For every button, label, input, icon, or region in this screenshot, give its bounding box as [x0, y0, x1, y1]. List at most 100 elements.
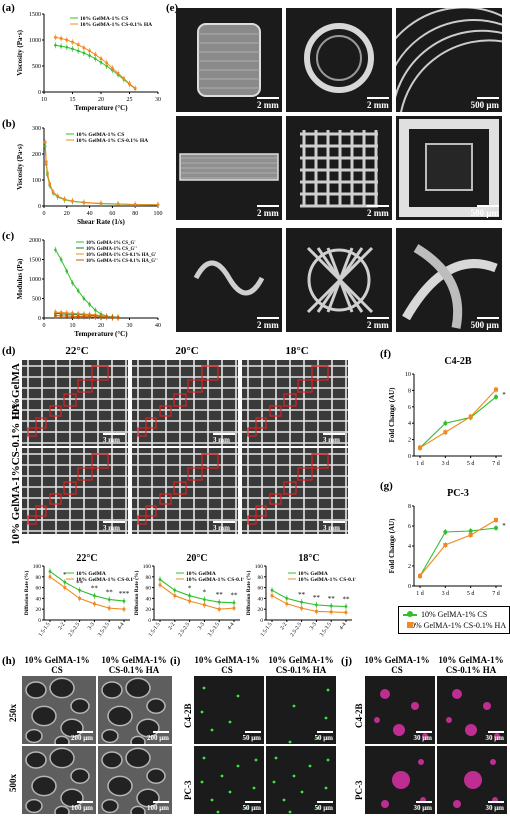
data-point [54, 248, 57, 252]
cell-spheroid [464, 771, 482, 789]
scale-bar-line [77, 731, 93, 733]
data-point [468, 533, 473, 537]
scale-bar-label: 500 μm [470, 320, 499, 330]
series-line [44, 142, 159, 206]
data-point [156, 203, 160, 206]
sem-pore [25, 681, 47, 699]
scale-bar-line [257, 97, 279, 99]
panel-label-e: (e) [166, 2, 179, 14]
cell-spheroid [422, 733, 428, 739]
data-point [88, 49, 91, 53]
series-line [271, 589, 347, 608]
live-cell [326, 758, 330, 762]
y-tick-label: 1000 [29, 38, 41, 44]
j-col-title-cs: 10% GelMA-1% CS [364, 655, 430, 675]
y-tick-label: 100 [255, 564, 264, 570]
data-point [78, 588, 81, 592]
data-point [99, 57, 103, 61]
scale-bar: 50 μm [242, 731, 261, 742]
sem-pore [125, 677, 151, 699]
data-point [94, 315, 97, 319]
data-point [99, 202, 103, 205]
x-tick-label: 2.5-2.5 [177, 622, 191, 638]
micrograph-illustration [304, 23, 374, 93]
y-axis-label: Fold Change (AU) [388, 387, 396, 443]
y-tick-label: 300 [32, 126, 41, 132]
x-tick-label: 25 [127, 97, 133, 103]
x-tick-label: 4-4 [227, 622, 236, 632]
diffusion-box [255, 417, 267, 429]
scale-bar: 30 μm [413, 801, 432, 812]
data-point [46, 171, 49, 175]
chart-title: 22°C [76, 553, 97, 564]
data-point [71, 40, 74, 44]
data-point [105, 61, 108, 65]
scale-bar-line [257, 205, 279, 207]
panel-label-j: (j) [341, 655, 352, 667]
data-point [158, 578, 162, 581]
grid-illustration [22, 448, 128, 534]
data-point [71, 199, 74, 203]
chart-title: C4-2B [444, 356, 472, 367]
scale-bar-label: 50 μm [242, 734, 261, 742]
data-point [188, 599, 191, 603]
scale-bar: 50 μm [314, 801, 333, 812]
x-tick-label: 40 [155, 323, 161, 329]
scale-bar-line [416, 801, 432, 803]
live-cell [272, 780, 276, 784]
panel-label-g: (g) [380, 480, 393, 492]
y-tick-label: 0 [408, 584, 411, 590]
scale-bar-label: 50 μm [242, 804, 261, 812]
x-tick-label: 1 d [416, 461, 424, 467]
data-point [65, 311, 69, 315]
micrograph-knot: 2 mm [176, 228, 282, 332]
y-tick-label: 80 [146, 575, 152, 581]
data-point [54, 314, 57, 317]
scale-bar-line [477, 205, 499, 207]
micrograph-illustration [399, 119, 499, 217]
data-point [188, 594, 191, 598]
series-line [271, 595, 347, 613]
y-axis-label: Diffusion Rate (%) [245, 571, 252, 616]
sem-pore [146, 768, 166, 784]
sem-pore [25, 798, 43, 814]
data-point [133, 203, 137, 206]
fg-legend-item-cs: 10% GelMA-1% CS [403, 609, 505, 620]
x-tick-label: 30 [127, 323, 133, 329]
y-tick-label: 200 [32, 152, 41, 158]
y-tick-label: 60 [258, 586, 264, 592]
series-line [49, 576, 125, 610]
cell-spheroid [490, 759, 496, 765]
diffusion-box [91, 453, 109, 469]
diffusion-box [35, 417, 47, 429]
data-point [494, 526, 498, 530]
y-tick-label: 4 [408, 421, 411, 427]
diffusion-box [77, 467, 93, 481]
grid-side-shape [179, 153, 279, 181]
diffusion-box [311, 365, 329, 381]
x-tick-label: 0 [43, 211, 46, 217]
x-tick-label: 1 d [416, 591, 424, 597]
data-point [443, 430, 448, 435]
diffusion-box [91, 365, 109, 381]
ring-arc [400, 39, 502, 112]
d-temp-18: 18°C [285, 345, 309, 357]
data-point [232, 601, 236, 605]
scale-bar-line [317, 801, 333, 803]
diffusion-box [269, 493, 282, 505]
data-point [76, 289, 80, 292]
x-tick-label: 30 [155, 97, 161, 103]
legend-label: 10% GelMA-1% CS_G' [86, 241, 136, 246]
x-tick-label: 80 [132, 211, 138, 217]
micrograph-ring: 2 mm [286, 8, 392, 112]
data-point [315, 609, 318, 613]
green-illustration [200, 686, 240, 732]
scale-bar: 2 mm [257, 97, 279, 110]
data-point [82, 46, 86, 50]
sem-illustration [101, 677, 166, 744]
grid-print-image: 3 mm [22, 360, 128, 446]
y-axis-label: Viscosity (Pa·s) [16, 29, 24, 75]
scale-bar-line [245, 801, 261, 803]
data-point [443, 530, 448, 534]
x-tick-label: 20 [64, 211, 70, 217]
